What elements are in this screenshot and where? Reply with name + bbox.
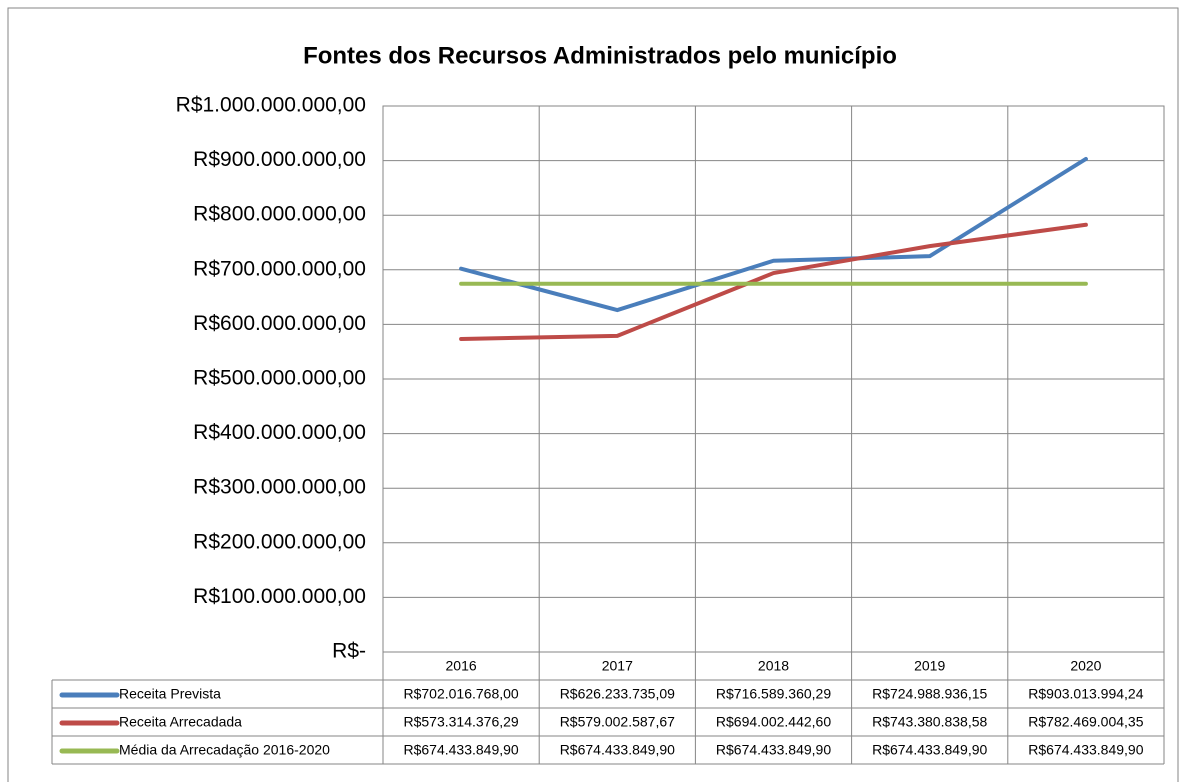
legend-label: Receita Prevista (119, 686, 221, 702)
series-line (459, 156, 1088, 313)
y-tick-label: R$800.000.000,00 (193, 203, 366, 226)
series-line (459, 222, 1088, 341)
y-tick-label: R$700.000.000,00 (193, 257, 366, 280)
x-tick-label: 2020 (1070, 658, 1101, 674)
y-tick-label: R$400.000.000,00 (193, 421, 366, 444)
x-tick-label: 2017 (602, 658, 633, 674)
table-cell: R$716.589.360,29 (716, 686, 831, 702)
legend-label: Média da Arrecadação 2016-2020 (119, 742, 330, 758)
table-cell: R$573.314.376,29 (403, 714, 518, 730)
x-tick-label: 2019 (914, 658, 945, 674)
y-tick-label: R$200.000.000,00 (193, 530, 366, 553)
chart-title: Fontes dos Recursos Administrados pelo m… (303, 42, 897, 69)
table-cell: R$743.380.838,58 (872, 714, 987, 730)
table-cell: R$674.433.849,90 (1028, 742, 1143, 758)
y-tick-label: R$100.000.000,00 (193, 585, 366, 608)
legend-label: Receita Arrecadada (119, 714, 242, 730)
y-tick-label: R$1.000.000.000,00 (176, 94, 366, 117)
x-tick-label: 2018 (758, 658, 789, 674)
x-tick-label: 2016 (446, 658, 477, 674)
y-tick-label: R$- (332, 640, 366, 663)
table-cell: R$694.002.442,60 (716, 714, 831, 730)
y-tick-label: R$600.000.000,00 (193, 312, 366, 335)
table-cell: R$674.433.849,90 (716, 742, 831, 758)
table-cell: R$674.433.849,90 (403, 742, 518, 758)
table-cell: R$674.433.849,90 (560, 742, 675, 758)
y-tick-label: R$300.000.000,00 (193, 476, 366, 499)
y-tick-label: R$900.000.000,00 (193, 148, 366, 171)
table-cell: R$724.988.936,15 (872, 686, 987, 702)
table-cell: R$579.002.587,67 (560, 714, 675, 730)
table-cell: R$702.016.768,00 (403, 686, 518, 702)
table-cell: R$903.013.994,24 (1028, 686, 1143, 702)
table-cell: R$674.433.849,90 (872, 742, 987, 758)
y-tick-label: R$500.000.000,00 (193, 367, 366, 390)
table-cell: R$626.233.735,09 (560, 686, 675, 702)
chart-border (7, 7, 1179, 782)
table-cell: R$782.469.004,35 (1028, 714, 1143, 730)
